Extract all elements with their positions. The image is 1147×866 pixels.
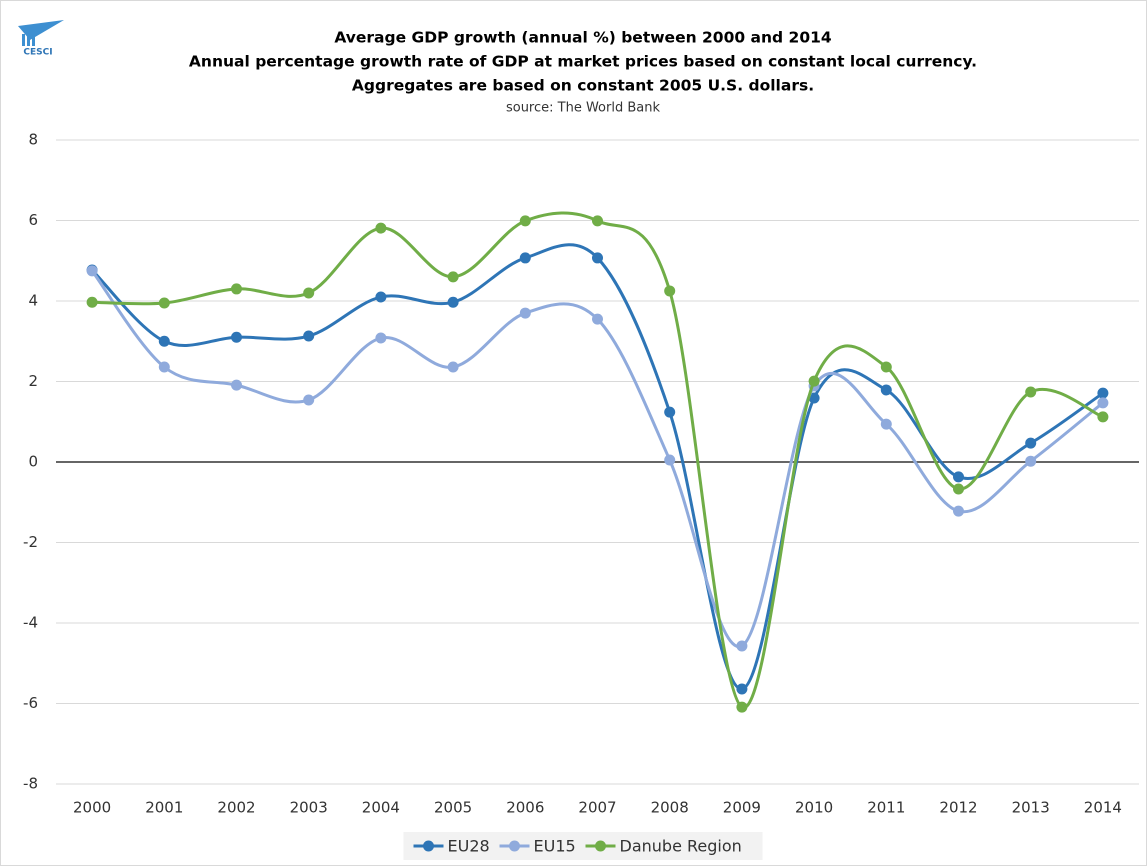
data-point [664,454,676,466]
data-point [592,215,603,227]
x-tick-label: 2000 [73,799,111,817]
data-point [736,683,748,695]
data-point [592,313,603,325]
legend-marker [595,840,606,852]
y-tick-label: 6 [28,211,38,229]
x-tick-label: 2002 [217,799,255,817]
x-tick-label: 2010 [795,799,833,817]
data-point [1097,411,1109,423]
y-tick-label: 0 [28,453,38,471]
data-point [231,283,242,295]
data-point [880,418,892,430]
data-point [86,265,98,277]
y-tick-label: 2 [28,372,38,390]
logo: CESCI [18,20,64,58]
x-tick-label: 2003 [290,799,328,817]
x-tick-label: 2009 [723,799,761,817]
legend-label: EU15 [534,837,576,856]
y-tick-label: -6 [23,694,38,712]
data-point [447,361,459,373]
data-point [736,640,748,652]
y-tick-label: -8 [23,775,38,793]
data-point [375,291,387,303]
chart-title: Aggregates are based on constant 2005 U.… [352,77,814,95]
y-tick-label: 8 [28,131,38,149]
y-tick-label: 4 [28,292,38,310]
data-point [158,361,170,373]
x-tick-label: 2011 [867,799,905,817]
data-point [953,483,964,495]
data-point [303,330,315,342]
data-point [303,287,315,299]
chart-title: Average GDP growth (annual %) between 20… [334,29,832,47]
x-tick-label: 2004 [362,799,400,817]
data-point [447,296,459,308]
data-point [158,297,170,309]
data-point [86,296,98,308]
data-point [375,332,387,344]
x-tick-label: 2013 [1012,799,1050,817]
data-point [1025,437,1037,449]
legend-label: Danube Region [620,837,742,856]
data-point [447,271,459,283]
legend-box [403,832,763,860]
data-point [375,222,387,234]
data-point [1097,397,1109,409]
data-point [808,375,820,387]
x-tick-label: 2014 [1084,799,1122,817]
data-point [519,307,531,319]
data-point [231,379,242,391]
data-point [1025,455,1037,467]
data-point [1025,386,1037,398]
data-point [519,252,531,264]
chart-subtitle: source: The World Bank [506,101,661,116]
x-tick-label: 2006 [506,799,544,817]
logo-text: CESCI [23,48,52,58]
y-tick-label: -2 [23,533,38,551]
data-point [519,215,531,227]
x-tick-label: 2008 [651,799,689,817]
data-point [231,331,242,343]
y-tick-label: -4 [23,614,38,632]
data-point [158,335,170,347]
data-point [953,505,964,517]
x-tick-label: 2005 [434,799,472,817]
data-point [953,471,964,483]
chart-title: Annual percentage growth rate of GDP at … [189,53,977,71]
legend-marker [509,840,520,852]
data-point [303,394,315,406]
x-tick-label: 2007 [578,799,616,817]
legend-marker [423,840,434,852]
series-line [91,243,1104,691]
data-point [664,285,676,297]
x-tick-label: 2001 [145,799,183,817]
x-tick-label: 2012 [939,799,977,817]
data-point [1097,387,1109,399]
legend-label: EU28 [448,837,490,856]
data-point [880,361,892,373]
data-point [880,384,892,396]
data-point [808,392,820,404]
data-point [664,406,676,418]
data-point [736,701,748,713]
data-point [592,252,603,264]
series-line [90,269,1104,648]
